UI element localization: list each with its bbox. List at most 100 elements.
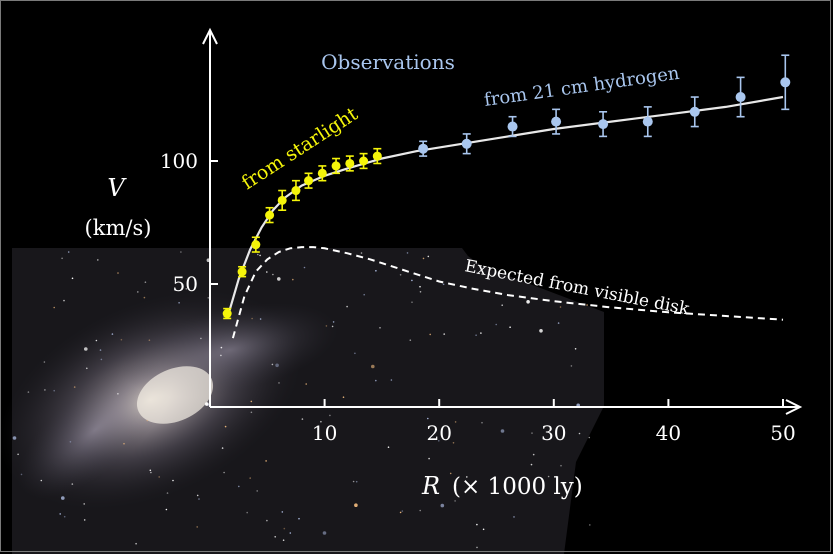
starlight-point xyxy=(317,168,327,178)
data-points xyxy=(222,54,791,320)
star xyxy=(399,511,402,514)
y-axis-unit: (km/s) xyxy=(85,216,152,240)
x-tick-label: 50 xyxy=(770,421,795,445)
star xyxy=(379,327,381,329)
star xyxy=(205,402,209,406)
star xyxy=(440,503,445,508)
star xyxy=(63,515,66,518)
star xyxy=(387,446,390,449)
x-tick-label: 10 xyxy=(312,421,337,445)
star xyxy=(61,496,65,500)
star xyxy=(146,419,149,422)
star xyxy=(513,516,515,518)
star xyxy=(401,510,404,512)
star xyxy=(185,288,188,290)
x-tick-label: 30 xyxy=(541,421,566,445)
star xyxy=(371,364,375,369)
star xyxy=(530,463,533,466)
star xyxy=(256,490,259,492)
starlight-point xyxy=(345,158,355,168)
star xyxy=(12,436,17,440)
star xyxy=(555,475,558,478)
star xyxy=(27,391,30,393)
star xyxy=(292,278,294,281)
star xyxy=(148,339,151,342)
star xyxy=(67,251,70,253)
star xyxy=(196,494,199,497)
star xyxy=(166,492,169,494)
star xyxy=(278,382,280,384)
star xyxy=(557,322,560,324)
star xyxy=(53,306,55,309)
starlight-point xyxy=(331,161,341,171)
y-tick-label: 100 xyxy=(160,149,198,173)
star xyxy=(97,259,99,261)
star xyxy=(427,255,430,258)
star xyxy=(117,393,119,395)
star xyxy=(224,425,227,428)
hydrogen-point xyxy=(642,116,653,127)
star xyxy=(301,418,304,420)
star xyxy=(271,363,274,366)
star xyxy=(223,471,225,474)
star xyxy=(480,332,482,334)
star xyxy=(207,297,210,299)
star xyxy=(61,257,63,260)
star xyxy=(178,302,180,304)
star xyxy=(578,432,581,435)
star xyxy=(249,477,251,479)
star xyxy=(40,479,43,482)
x-axis-variable: R xyxy=(421,472,440,500)
star xyxy=(180,251,182,253)
star xyxy=(172,479,174,482)
starlight-point xyxy=(304,176,314,186)
star xyxy=(84,347,88,351)
hydrogen-point xyxy=(418,143,429,154)
star xyxy=(346,305,348,308)
star xyxy=(150,471,152,474)
star xyxy=(354,503,358,508)
star xyxy=(428,457,430,460)
star xyxy=(481,421,483,424)
star xyxy=(443,333,446,335)
star xyxy=(259,318,262,320)
star xyxy=(298,517,300,520)
hydrogen-point xyxy=(780,77,791,88)
axes: 10 20 30 40 50 50 100 xyxy=(160,27,803,445)
star xyxy=(274,536,277,538)
starlight-point xyxy=(222,309,232,319)
star xyxy=(289,532,292,534)
star xyxy=(539,329,543,333)
star xyxy=(71,483,74,485)
star xyxy=(135,542,137,545)
hydrogen-point xyxy=(551,116,562,127)
star xyxy=(303,266,306,269)
star xyxy=(100,358,103,361)
expected-curve xyxy=(231,246,784,339)
star xyxy=(375,379,377,382)
star xyxy=(532,453,535,456)
star xyxy=(63,299,65,302)
star xyxy=(559,306,562,308)
star xyxy=(86,367,88,370)
star xyxy=(305,383,308,385)
starlight-point xyxy=(291,186,301,196)
star xyxy=(452,442,455,444)
y-tick-label: 50 xyxy=(173,272,198,296)
galaxy-photo xyxy=(0,248,604,554)
star xyxy=(53,389,55,392)
x-tick-label: 40 xyxy=(656,421,681,445)
star xyxy=(43,361,46,363)
observations-label: Observations xyxy=(321,50,455,74)
star xyxy=(526,300,530,304)
hydrogen-point xyxy=(507,121,518,132)
star xyxy=(246,511,248,514)
star xyxy=(547,475,550,478)
star xyxy=(277,277,281,281)
star xyxy=(390,379,393,381)
starlight-point xyxy=(277,195,287,205)
star xyxy=(495,323,498,326)
star xyxy=(123,442,125,445)
star xyxy=(322,531,327,535)
star xyxy=(99,349,102,351)
